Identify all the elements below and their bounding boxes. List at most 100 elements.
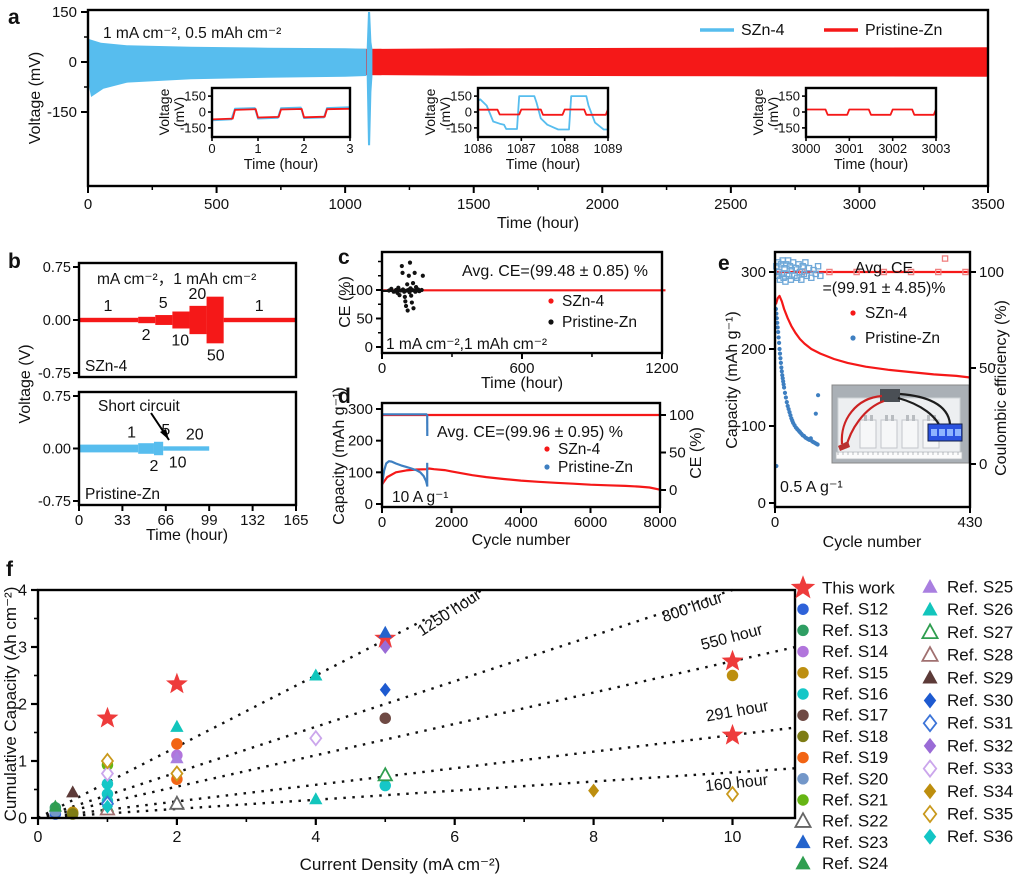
panel-e-avg-ce-2: =(99.91 ± 4.85)% [822, 280, 945, 297]
series-dot [399, 263, 404, 269]
panel-b: 12510205010.750.00-0.7512510200.750.00-0… [38, 260, 309, 529]
series-dot [815, 442, 820, 447]
tick-label: 3 [18, 640, 27, 657]
guide-line-160 hour [37, 767, 796, 820]
tick-label: 300 [348, 401, 373, 418]
legend-label-pristine: Pristine-Zn [865, 22, 942, 39]
tick-label: 150 [184, 89, 206, 104]
cell-tab [870, 415, 873, 421]
series-dot [783, 395, 788, 400]
legend-ref-label: Ref. S13 [822, 621, 888, 640]
ref-point [797, 751, 809, 764]
ref-point [168, 794, 186, 810]
tick-label: 2 [18, 697, 27, 714]
legend-ref-label: Ref. S33 [947, 759, 1013, 778]
ref-point [725, 785, 740, 803]
rate-step [172, 311, 190, 329]
rate-label: 20 [188, 286, 206, 303]
series-square [812, 270, 820, 278]
series-square [880, 268, 888, 276]
rate-step [155, 315, 173, 325]
panel-e-legend-dot-szn4 [850, 310, 856, 316]
panel-d-ylabel-left: Capacity (mAh g⁻¹) [331, 387, 348, 524]
inset-series-Pristine-Zn [806, 108, 937, 116]
series-dot [782, 390, 788, 395]
tick-label: 1086 [464, 141, 493, 156]
tick-label: 3 [346, 141, 353, 156]
tick-label: 2 [172, 829, 181, 846]
rate-label: 20 [186, 426, 204, 443]
series-dot [781, 379, 786, 384]
panel-b-szn4-label: SZn-4 [85, 358, 128, 375]
panel-f-ylabel: Cumulative Capacity (Ah cm⁻²) [1, 587, 20, 822]
tick-label: 150 [778, 89, 800, 104]
series-dot [411, 306, 416, 311]
panel-d-legend-pristine: Pristine-Zn [558, 459, 633, 476]
ref-point [101, 799, 113, 814]
legend-ref-label: Ref. S16 [822, 685, 888, 704]
series-dot [780, 376, 785, 381]
inset-ylabel: (mV) [437, 97, 453, 127]
tick-label: 150 [52, 4, 77, 21]
series-dot [397, 293, 402, 298]
inset-series-Pristine-Zn [211, 107, 350, 121]
ref-point [171, 738, 183, 750]
series-dot [405, 282, 410, 287]
tick-label: 600 [509, 360, 534, 377]
series-square [803, 272, 810, 280]
legend-ref-label: Ref. S35 [947, 805, 1013, 824]
tick-label: 430 [957, 514, 982, 531]
panel-b-ylabel: Voltage (V) [17, 344, 34, 423]
legend-ref-label: Ref. S36 [947, 827, 1013, 846]
guide-label: 160 hour [704, 772, 769, 796]
series-dot [813, 411, 818, 416]
pouch-cell [901, 419, 919, 449]
inset-xlabel: Time (hour) [834, 157, 908, 173]
cell-tab [885, 415, 888, 421]
series-square [907, 268, 915, 276]
panel-f-legend: This work Ref. S12 Ref. S13 Ref. S14 Ref. S1… [790, 575, 1013, 873]
tick-label: 1500 [457, 196, 490, 213]
inset-series-SZn-4 [477, 95, 608, 131]
series-dot [412, 270, 417, 275]
series-dot [779, 365, 784, 370]
panel-a-ylabel: Voltage (mV) [27, 52, 44, 144]
series-dot [396, 285, 401, 290]
panel-e-ylabel-left: Capacity (mAh g⁻¹) [724, 311, 741, 448]
pouch-cell-photo-inset [831, 384, 970, 464]
series-dot [406, 273, 411, 278]
panel-c-legend-pristine: Pristine-Zn [562, 314, 637, 331]
panel-c-avg-ce: Avg. CE=(99.48 ± 0.85) % [462, 263, 648, 280]
ref-point [795, 855, 811, 870]
tick-label: 0 [378, 360, 386, 377]
tick-label: 100 [348, 282, 373, 299]
legend-ref-label: Ref. S34 [947, 782, 1013, 801]
tick-label: 6 [450, 829, 459, 846]
ref-point [96, 706, 119, 728]
ref-point [922, 759, 938, 779]
rate-step [79, 444, 139, 453]
panel-b-letter: b [8, 250, 21, 273]
pouch-cell [859, 419, 877, 449]
series-square [814, 262, 822, 270]
tick-label: 6000 [574, 514, 607, 531]
inset-ylabel: (mV) [171, 97, 187, 127]
tick-label: 3000 [843, 196, 876, 213]
tick-label: 3003 [922, 141, 951, 156]
series-dot [779, 369, 784, 374]
ref-point [797, 730, 809, 743]
series-dot [389, 286, 394, 291]
series-square [783, 270, 791, 278]
rate-step [189, 305, 207, 335]
tick-label: 2000 [586, 196, 619, 213]
tick-label: 0.00 [43, 313, 71, 329]
panel-e: 0 430 0 100 200 300 0 50 100 [741, 250, 1004, 531]
series-dot [775, 320, 780, 325]
tick-label: 100 [979, 264, 1004, 281]
tick-label: 3001 [835, 141, 864, 156]
series-dot [780, 373, 785, 378]
panel-e-legend-szn4: SZn-4 [865, 305, 908, 322]
tick-label: 200 [348, 433, 373, 450]
